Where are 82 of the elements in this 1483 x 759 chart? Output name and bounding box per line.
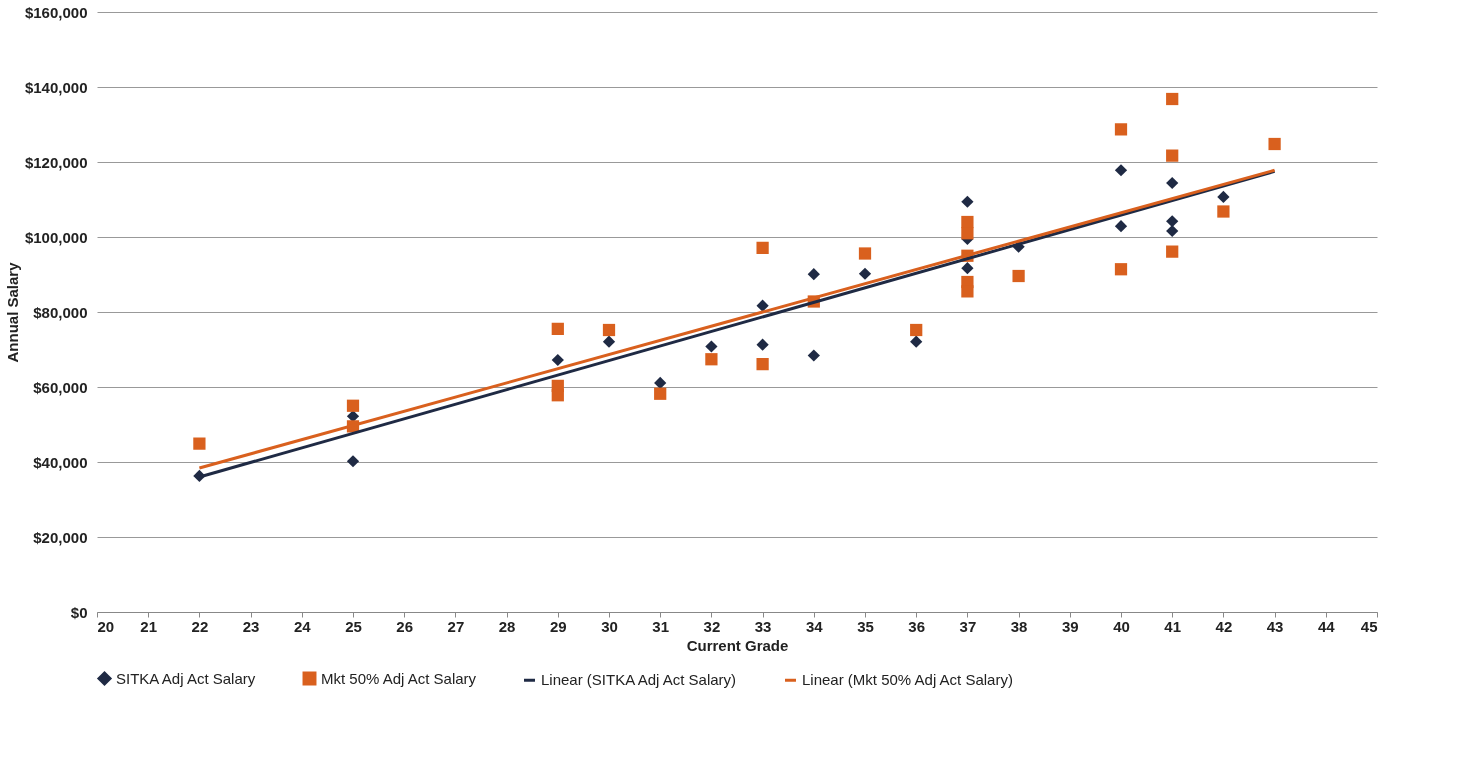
y-axis-title: Annual Salary [3,261,21,363]
point [961,285,974,298]
x-tick-label: 23 [242,617,260,635]
point [1114,263,1128,276]
point [858,247,872,260]
x-tick-label: 21 [140,617,158,635]
y-tick-label: $80,000 [33,303,88,321]
point [910,335,923,348]
x-tick-label: 28 [498,617,516,635]
point [1217,205,1230,218]
point [858,267,872,280]
point [1012,269,1025,283]
point [961,195,974,208]
x-tick-label: 41 [1164,617,1182,635]
y-tick-label: $120,000 [24,153,88,171]
x-tick-label: 26 [396,617,414,635]
x-tick-label: 40 [1113,617,1130,635]
x-tick-label: 44 [1317,617,1336,635]
point [1166,224,1179,238]
point [551,322,564,335]
point [756,241,769,254]
point [756,338,769,351]
point [961,262,974,275]
x-tick-label: 42 [1215,617,1233,635]
x-tick-label: 29 [549,617,567,635]
x-tick-label: 31 [652,617,670,635]
point [705,353,718,366]
x-tick-label: 43 [1266,617,1284,635]
legend-label: Mkt 50% Adj Act Salary [321,669,477,687]
point [346,399,360,412]
y-tick-label: $160,000 [24,3,88,21]
point [1217,190,1230,203]
legend-label: Linear (Mkt 50% Adj Act Salary) [802,671,1013,689]
point [1166,149,1179,162]
legend-label: Linear (SITKA Adj Act Salary) [541,671,737,689]
point [1114,220,1128,233]
point [602,323,616,337]
point [910,323,923,337]
x-tick-label: 22 [191,617,209,635]
point [961,215,974,229]
point [551,389,564,402]
point [1166,92,1179,106]
y-tick-label: $60,000 [33,378,88,396]
x-tick-label: 27 [447,617,465,635]
legend-label: SITKA Adj Act Salary [116,669,256,687]
x-tick-label: 24 [293,617,312,635]
x-tick-label: 33 [754,617,772,635]
y-tick-label: $0 [70,603,88,621]
x-tick-label: 36 [908,617,926,635]
point [1268,137,1281,151]
point [654,376,667,389]
x-tick-label: 37 [959,617,977,635]
x-tick-label: 39 [1061,617,1079,635]
x-tick-label: 45 [1360,617,1378,635]
x-tick-label: 30 [601,617,618,635]
point [551,353,564,367]
point [1114,123,1128,136]
x-tick-label: 34 [805,617,824,635]
point [807,349,820,362]
x-axis-title: Current Grade [686,636,789,654]
y-tick-label: $140,000 [24,78,88,96]
y-tick-label: $20,000 [33,528,88,546]
point [756,299,769,312]
point [193,437,206,450]
point [346,455,360,468]
x-tick-label: 25 [345,617,362,635]
y-tick-label: $40,000 [33,453,88,471]
point [1114,164,1128,177]
point [602,335,616,348]
point [1166,245,1179,258]
y-tick-label: $100,000 [24,228,88,246]
x-tick-label: 20 [97,617,115,635]
x-tick-label: 32 [703,617,721,635]
point [654,387,667,400]
point [705,340,718,353]
point [1166,215,1179,228]
point [961,227,974,240]
point [756,358,769,371]
point [1166,176,1179,190]
x-tick-label: 38 [1010,617,1028,635]
point [807,268,820,281]
x-tick-label: 35 [857,617,874,635]
